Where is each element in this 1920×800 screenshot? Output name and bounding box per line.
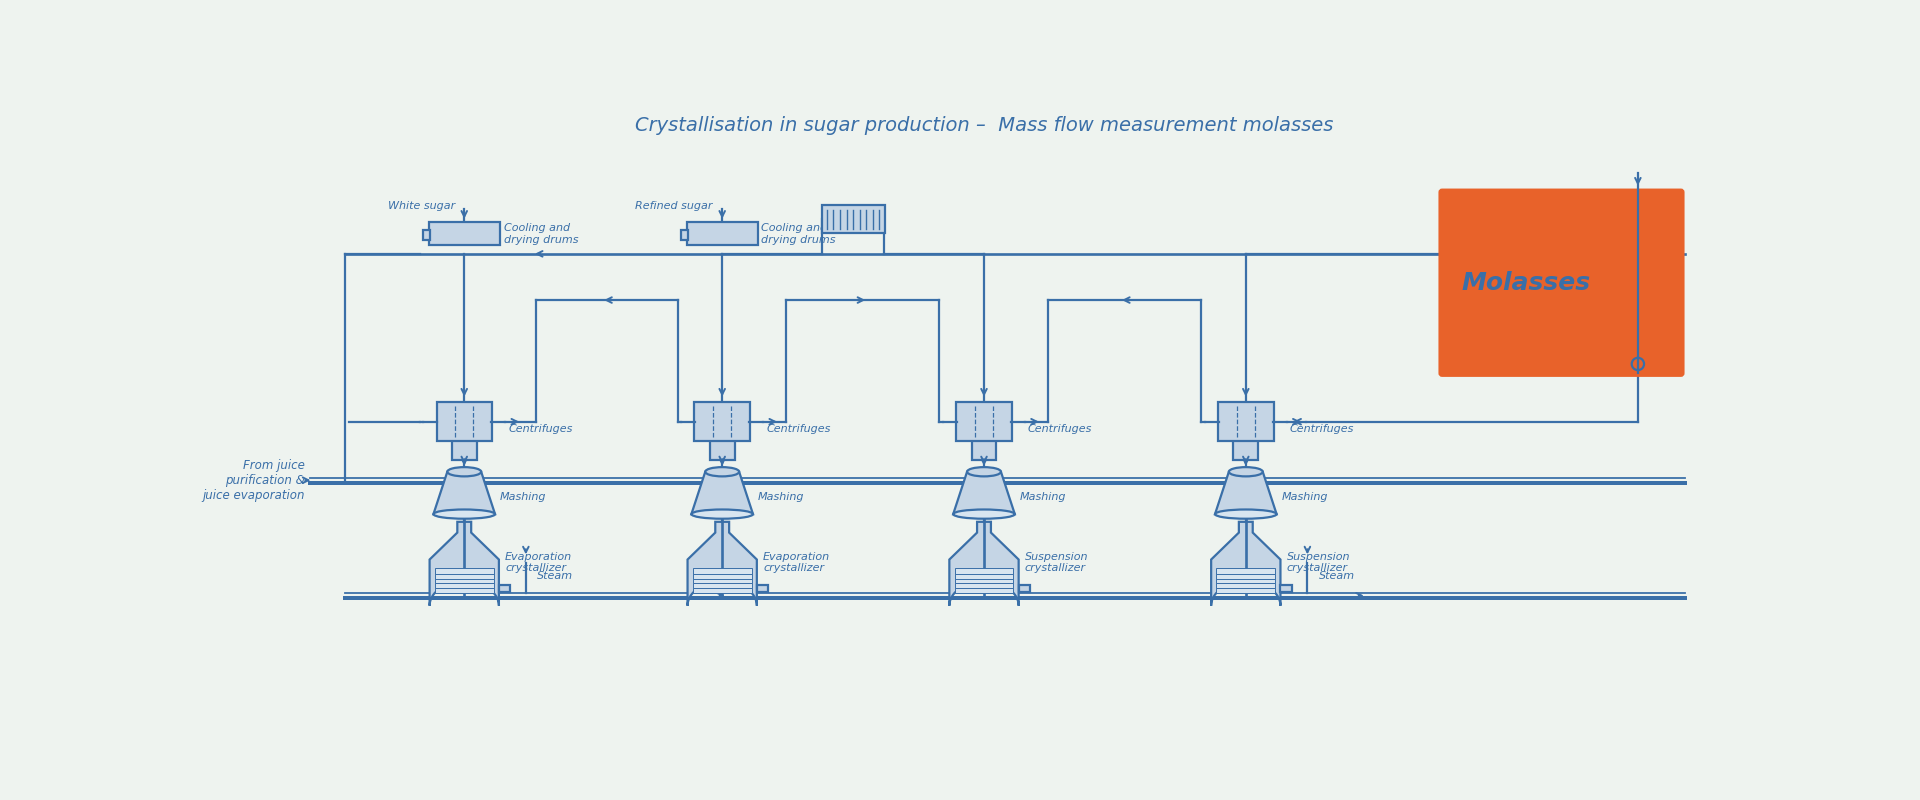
FancyBboxPatch shape xyxy=(461,575,468,582)
FancyBboxPatch shape xyxy=(434,574,493,578)
FancyBboxPatch shape xyxy=(954,568,1014,574)
Ellipse shape xyxy=(434,510,495,518)
FancyBboxPatch shape xyxy=(424,230,430,240)
Text: Cooling and
drying drums: Cooling and drying drums xyxy=(503,223,578,245)
Ellipse shape xyxy=(691,510,753,518)
FancyBboxPatch shape xyxy=(499,586,511,592)
FancyBboxPatch shape xyxy=(693,588,751,593)
FancyBboxPatch shape xyxy=(954,588,1014,593)
FancyBboxPatch shape xyxy=(756,586,768,592)
Ellipse shape xyxy=(1229,467,1263,476)
FancyBboxPatch shape xyxy=(434,568,493,574)
Text: Mashing: Mashing xyxy=(758,492,804,502)
FancyBboxPatch shape xyxy=(954,583,1014,588)
FancyBboxPatch shape xyxy=(1440,190,1684,375)
FancyBboxPatch shape xyxy=(693,583,751,588)
FancyBboxPatch shape xyxy=(682,230,687,240)
FancyBboxPatch shape xyxy=(451,439,476,460)
FancyBboxPatch shape xyxy=(954,578,1014,583)
Text: Suspension
crystallizer: Suspension crystallizer xyxy=(1025,552,1089,574)
FancyBboxPatch shape xyxy=(1217,588,1275,593)
Polygon shape xyxy=(434,472,495,514)
Text: Steam: Steam xyxy=(1319,571,1356,581)
Text: Refined sugar: Refined sugar xyxy=(636,201,712,211)
FancyBboxPatch shape xyxy=(954,574,1014,578)
Text: Steam: Steam xyxy=(538,571,574,581)
FancyBboxPatch shape xyxy=(434,583,493,588)
FancyBboxPatch shape xyxy=(1020,586,1031,592)
FancyBboxPatch shape xyxy=(718,575,726,582)
FancyBboxPatch shape xyxy=(1217,578,1275,583)
FancyBboxPatch shape xyxy=(1242,575,1250,582)
FancyBboxPatch shape xyxy=(693,578,751,583)
Text: Suspension
crystallizer: Suspension crystallizer xyxy=(1286,552,1350,574)
FancyBboxPatch shape xyxy=(693,574,751,578)
FancyBboxPatch shape xyxy=(1281,586,1292,592)
Polygon shape xyxy=(687,522,756,606)
FancyBboxPatch shape xyxy=(436,402,492,441)
FancyBboxPatch shape xyxy=(710,439,735,460)
FancyBboxPatch shape xyxy=(1217,583,1275,588)
FancyBboxPatch shape xyxy=(956,402,1012,441)
Text: Cooling and
drying drums: Cooling and drying drums xyxy=(762,223,835,245)
Polygon shape xyxy=(952,472,1016,514)
FancyBboxPatch shape xyxy=(695,402,751,441)
FancyBboxPatch shape xyxy=(434,588,493,593)
Text: Centrifuges: Centrifuges xyxy=(766,424,831,434)
Text: Crystallisation in sugar production –  Mass flow measurement molasses: Crystallisation in sugar production – Ma… xyxy=(636,116,1332,134)
FancyBboxPatch shape xyxy=(822,205,885,234)
Polygon shape xyxy=(430,522,499,606)
Text: Evaporation
crystallizer: Evaporation crystallizer xyxy=(505,552,572,574)
Ellipse shape xyxy=(968,467,1000,476)
Text: Mashing: Mashing xyxy=(1281,492,1329,502)
Polygon shape xyxy=(1212,522,1281,606)
Ellipse shape xyxy=(952,510,1016,518)
Polygon shape xyxy=(1215,472,1277,514)
Text: Evaporation
crystallizer: Evaporation crystallizer xyxy=(762,552,829,574)
FancyBboxPatch shape xyxy=(1217,402,1273,441)
Ellipse shape xyxy=(447,467,482,476)
Polygon shape xyxy=(948,522,1020,606)
Ellipse shape xyxy=(705,467,739,476)
Text: White sugar: White sugar xyxy=(388,201,455,211)
Text: Mashing: Mashing xyxy=(1020,492,1066,502)
Ellipse shape xyxy=(1215,510,1277,518)
Text: From juice
purification &
juice evaporation: From juice purification & juice evaporat… xyxy=(202,458,305,502)
Text: Molasses: Molasses xyxy=(1461,270,1590,294)
Text: Mashing: Mashing xyxy=(499,492,545,502)
FancyBboxPatch shape xyxy=(1217,568,1275,574)
Text: Centrifuges: Centrifuges xyxy=(509,424,572,434)
FancyBboxPatch shape xyxy=(693,568,751,574)
Polygon shape xyxy=(691,472,753,514)
FancyBboxPatch shape xyxy=(979,575,989,582)
FancyBboxPatch shape xyxy=(972,439,996,460)
FancyBboxPatch shape xyxy=(1233,439,1258,460)
FancyBboxPatch shape xyxy=(434,578,493,583)
Text: Centrifuges: Centrifuges xyxy=(1027,424,1092,434)
Text: Centrifuges: Centrifuges xyxy=(1290,424,1354,434)
FancyBboxPatch shape xyxy=(1217,574,1275,578)
FancyBboxPatch shape xyxy=(687,222,758,246)
FancyBboxPatch shape xyxy=(428,222,499,246)
